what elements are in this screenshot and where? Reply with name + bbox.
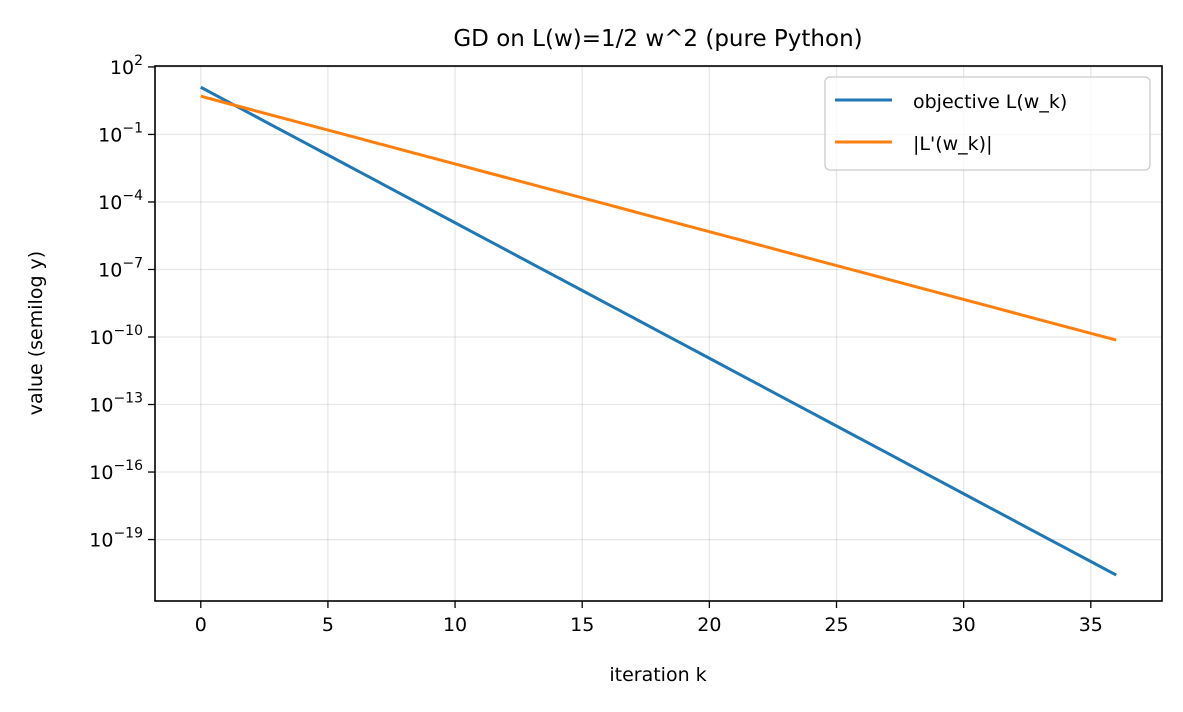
y-tick-label: 102 — [110, 53, 143, 79]
series-line-gradient — [200, 94, 1117, 342]
plot-frame — [154, 65, 1163, 602]
x-tick-label: 25 — [824, 614, 848, 636]
y-tick-label: 10−13 — [89, 391, 143, 417]
x-axis-label: iteration k — [609, 664, 706, 686]
y-axis-label: value (semilog y) — [25, 251, 47, 415]
x-tick-label: 30 — [952, 614, 976, 636]
legend-label-gradient: |L'(w_k)| — [913, 133, 992, 155]
series-line-objective — [200, 85, 1117, 577]
y-tick-label: 10−10 — [89, 323, 143, 349]
x-tick-label: 10 — [443, 614, 467, 636]
chart-title: GD on L(w)=1/2 w^2 (pure Python) — [453, 26, 862, 52]
series-lines — [200, 85, 1117, 577]
x-tick-label: 5 — [322, 614, 334, 636]
y-tick-label: 10−4 — [98, 188, 143, 214]
y-axis: 102 10−1 10−4 10−7 10−10 10−13 10−16 10−19 — [89, 53, 155, 552]
x-tick-label: 0 — [195, 614, 207, 636]
y-tick-label: 10−7 — [98, 255, 143, 281]
y-tick-label: 10−1 — [98, 120, 143, 146]
x-tick-label: 35 — [1079, 614, 1103, 636]
legend[interactable]: objective L(w_k) |L'(w_k)| — [824, 76, 1151, 171]
y-tick-label: 10−16 — [89, 458, 143, 484]
legend-label-objective: objective L(w_k) — [913, 91, 1067, 113]
x-axis: 0 5 10 15 20 25 30 35 — [195, 601, 1103, 636]
legend-box — [824, 76, 1151, 171]
x-tick-label: 20 — [697, 614, 721, 636]
y-tick-label: 10−19 — [89, 526, 143, 552]
x-tick-label: 15 — [570, 614, 594, 636]
